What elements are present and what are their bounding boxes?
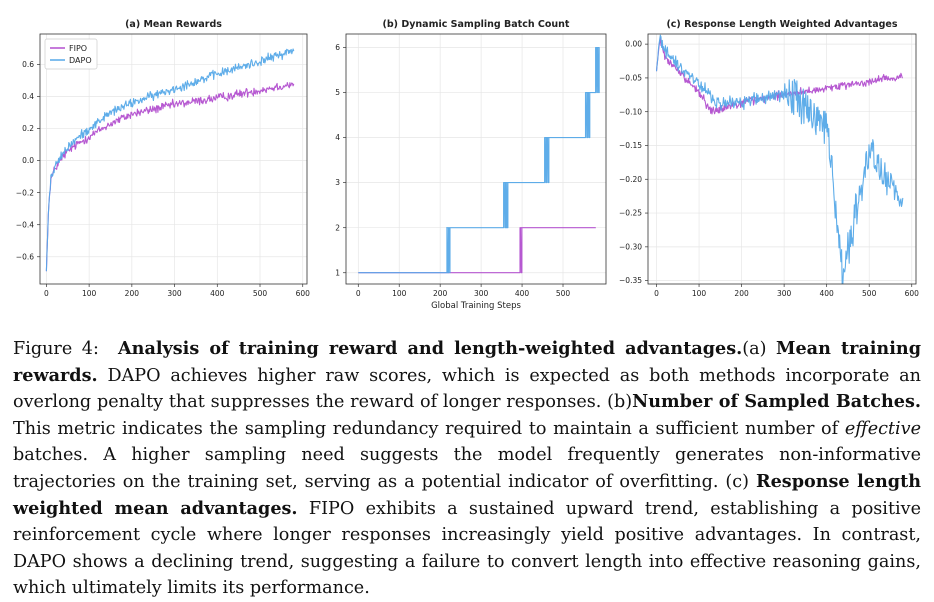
y-tick-label: −0.35 — [619, 276, 642, 285]
plot-frame — [345, 33, 607, 285]
y-tick-label: −0.6 — [16, 252, 34, 261]
x-tick-label: 100 — [692, 289, 707, 298]
caption-label: Figure 4: — [13, 339, 99, 359]
series-line-dapo — [45, 48, 295, 272]
y-tick-label: 1 — [335, 268, 340, 277]
x-tick-label: 600 — [905, 289, 920, 298]
y-tick-label: −0.05 — [619, 74, 642, 83]
x-tick-label: 400 — [515, 289, 530, 298]
chart-title: (a) Mean Rewards — [125, 19, 222, 30]
chart-panel-1: (a) Mean Rewards 0 100 200 300 400 500 600 −0.6 −… — [16, 19, 310, 298]
x-tick-label: 0 — [654, 289, 659, 298]
x-tick-label: 400 — [820, 289, 835, 298]
y-tick-label: −0.2 — [16, 188, 34, 197]
caption-bold-title: Analysis of training reward and length-w… — [118, 338, 743, 359]
x-tick-label: 0 — [44, 289, 49, 298]
x-tick-label: 200 — [433, 289, 448, 298]
series-line-fipo — [358, 227, 596, 274]
caption-bold-a: Mean training rewards. — [13, 338, 922, 386]
y-tick-label: 0.6 — [22, 60, 34, 69]
plot-frame — [647, 33, 917, 285]
y-tick-label: 0.0 — [22, 156, 34, 165]
legend-entry-fipo: FIPO — [69, 44, 87, 53]
y-tick-label: 0.2 — [22, 124, 34, 133]
series-line-fipo — [655, 36, 903, 115]
x-tick-label: 300 — [474, 289, 489, 298]
x-tick-label: 500 — [556, 289, 571, 298]
x-tick-label: 400 — [210, 289, 225, 298]
x-tick-label: 100 — [82, 289, 97, 298]
caption-text-b: This metric indicates the sampling redun… — [13, 418, 839, 439]
series-line-fipo — [45, 82, 295, 272]
y-tick-label: 3 — [335, 178, 340, 187]
y-tick-label: 6 — [335, 43, 340, 52]
chart-title: (b) Dynamic Sampling Batch Count — [383, 19, 570, 30]
legend-entry-dapo: DAPO — [69, 56, 92, 65]
chart-legend: FIPO DAPO — [44, 38, 98, 70]
x-axis-label: Global Training Steps — [431, 301, 521, 311]
series-line-dapo — [358, 46, 600, 274]
x-tick-label: 300 — [167, 289, 182, 298]
caption-italic-effective: effective — [844, 418, 922, 439]
y-tick-label: −0.30 — [619, 242, 642, 251]
chart-panel-3: (c) Response Length Weighted Advantages 0… — [619, 19, 919, 298]
y-tick-label: −0.15 — [619, 141, 642, 150]
y-tick-label: −0.20 — [619, 175, 642, 184]
legend-box — [44, 38, 98, 70]
caption-text-a: DAPO achieves higher raw scores, which i… — [13, 365, 921, 413]
caption-text-b2: batches. A higher sampling need suggests… — [13, 445, 921, 492]
y-tick-label: 0.4 — [22, 92, 34, 101]
series-line-dapo — [655, 34, 904, 284]
y-tick-label: −0.25 — [619, 209, 642, 218]
x-tick-label: 200 — [734, 289, 749, 298]
chart-panel-2: (b) Dynamic Sampling Batch Count 0 100 200 3… — [335, 19, 607, 311]
y-tick-label: 5 — [335, 88, 340, 97]
y-tick-label: 2 — [335, 223, 340, 232]
y-tick-label: −0.4 — [16, 220, 34, 229]
x-tick-label: 600 — [296, 289, 311, 298]
y-tick-label: 4 — [335, 133, 340, 142]
y-tick-label: 0.00 — [625, 40, 642, 49]
x-tick-label: 200 — [125, 289, 140, 298]
caption-part-a: (a) — [742, 339, 767, 359]
x-tick-label: 500 — [862, 289, 877, 298]
x-tick-label: 100 — [392, 289, 407, 298]
plot-frame — [39, 33, 308, 285]
figure-caption: Figure 4: Analysis of training reward an… — [13, 336, 921, 602]
x-tick-label: 0 — [356, 289, 361, 298]
caption-bold-c: Response length weighted mean advantages… — [13, 470, 922, 519]
chart-title: (c) Response Length Weighted Advantages — [666, 19, 897, 30]
x-tick-label: 500 — [253, 289, 268, 298]
caption-bold-b: Number of Sampled Batches. — [632, 391, 921, 413]
x-tick-label: 300 — [777, 289, 792, 298]
y-tick-label: −0.10 — [619, 107, 642, 116]
